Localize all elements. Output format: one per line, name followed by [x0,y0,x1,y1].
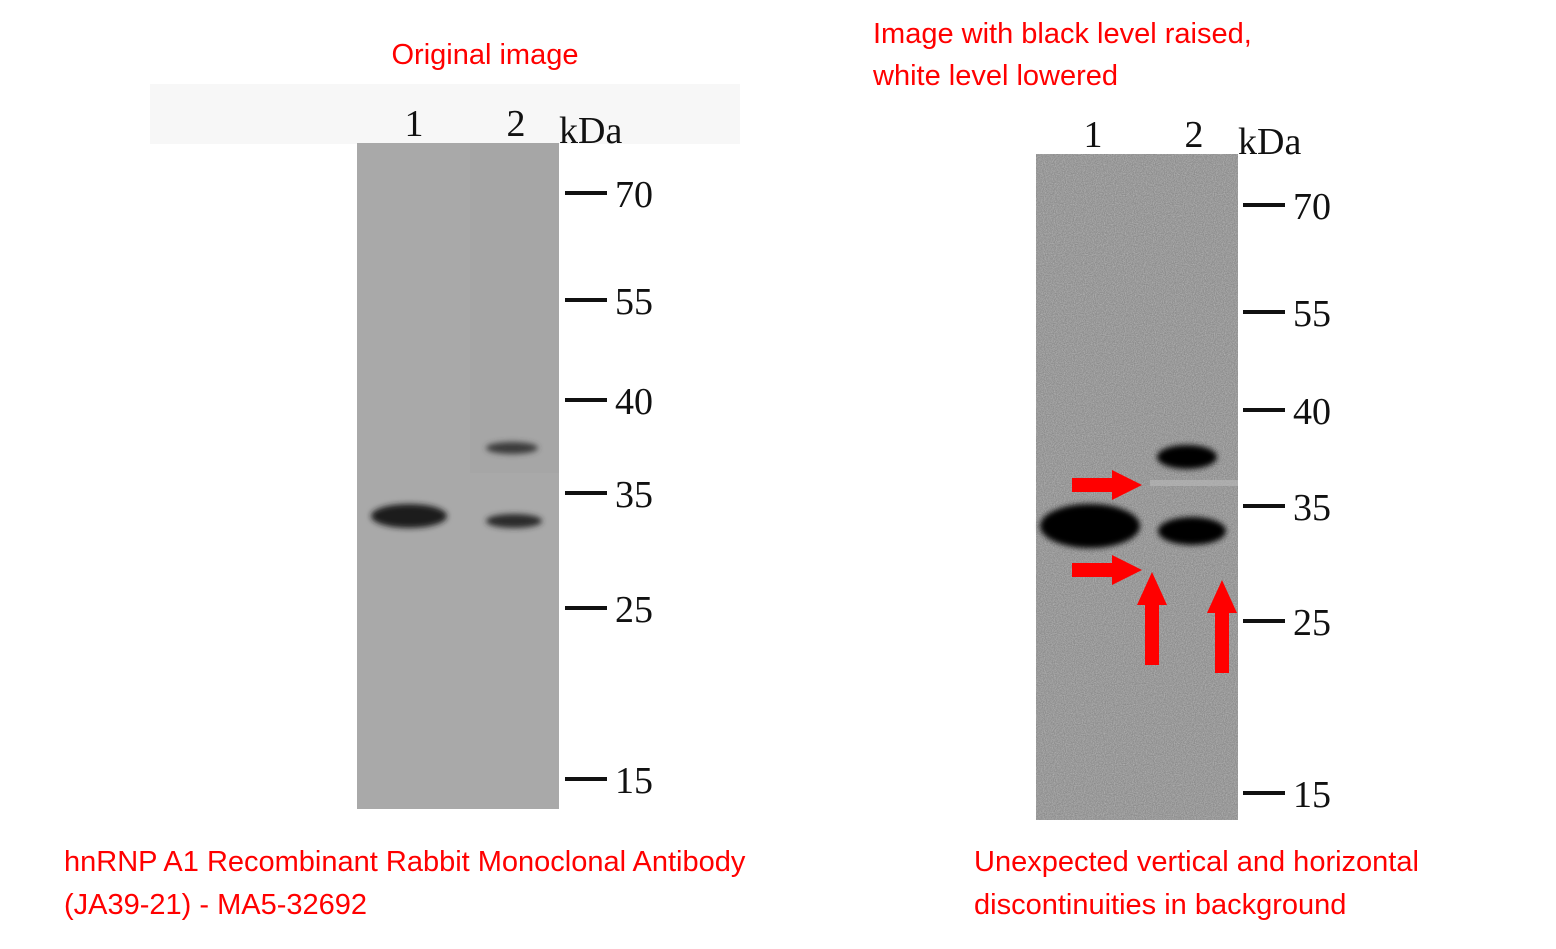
marker-label: 55 [1293,293,1331,335]
unit-label: kDa [1238,121,1301,163]
band [371,504,447,528]
panel-title: white level lowered [872,60,1118,92]
discontinuity [1150,480,1238,486]
arrow [1137,572,1167,665]
arrow [1072,470,1142,500]
caption: hnRNP A1 Recombinant Rabbit Monoclonal A… [64,846,746,878]
band [486,514,542,528]
arrow [1207,580,1237,673]
arrows [1072,470,1237,673]
marker-label: 15 [615,760,653,802]
lane-label: 1 [405,103,424,145]
marker-label: 40 [615,381,653,423]
marker-label: 25 [615,589,653,631]
panel-title: Original image [392,39,579,71]
panel-title: Image with black level raised, [873,18,1252,50]
band [486,442,538,454]
marker-label: 55 [615,281,653,323]
lane-label: 1 [1084,114,1103,156]
caption: Unexpected vertical and horizontal [974,846,1419,878]
marker-label: 35 [615,474,653,516]
marker-label: 70 [1293,186,1331,228]
unit-label: kDa [559,110,622,152]
blot-left-segment [470,143,559,473]
marker-label: 70 [615,174,653,216]
band [1158,517,1226,545]
band [1157,445,1217,469]
caption: discontinuities in background [974,889,1346,921]
marker-label: 25 [1293,602,1331,644]
lane-label: 2 [507,103,526,145]
marker-label: 40 [1293,391,1331,433]
caption: (JA39-21) - MA5-32692 [64,889,367,921]
arrow [1072,555,1142,585]
band [1040,504,1140,548]
marker-label: 35 [1293,487,1331,529]
marker-label: 15 [1293,774,1331,816]
header-strip [150,84,740,144]
lane-label: 2 [1185,114,1204,156]
